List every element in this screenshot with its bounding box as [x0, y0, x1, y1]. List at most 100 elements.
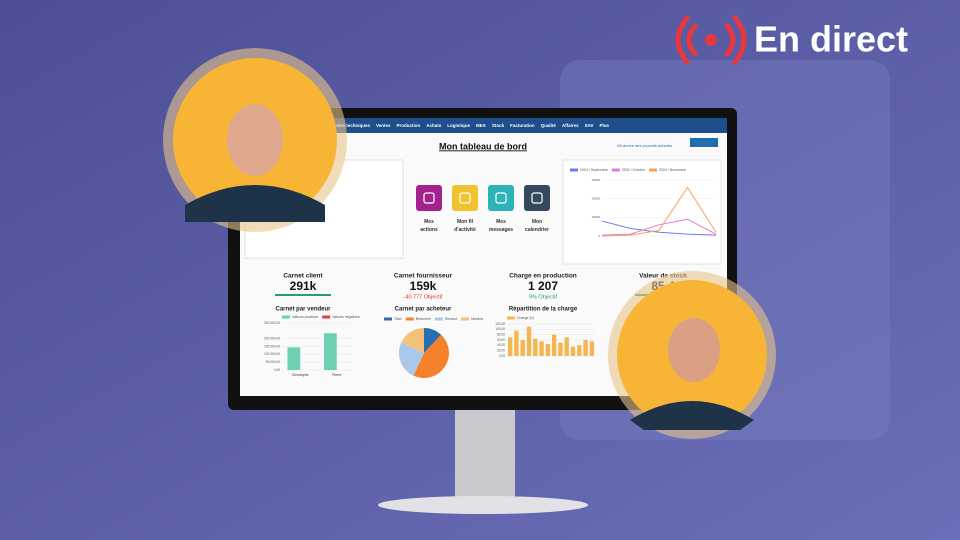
bar [583, 340, 588, 356]
shortcut-glyph [459, 192, 471, 204]
legend-swatch [570, 168, 578, 172]
line [601, 186, 717, 237]
legend-label: Maxime [471, 317, 483, 321]
pie-slice [413, 334, 449, 378]
x-tick-label: Christophe [292, 373, 309, 377]
bar [514, 330, 519, 356]
bar [564, 337, 569, 356]
bar [323, 333, 337, 370]
bar [570, 346, 576, 356]
legend-label: 2024 / Septembre [580, 168, 608, 172]
nav-item: Plus [600, 123, 610, 128]
legend-swatch [434, 317, 443, 321]
kpi-value: 1 207 [528, 279, 558, 293]
y-tick-label: 60,00 [497, 338, 505, 342]
bar [558, 342, 563, 356]
y-tick-label: 0,00 [274, 368, 280, 372]
kpi-label: Carnet fournisseur [394, 273, 453, 280]
bar [507, 337, 513, 356]
nav-item: Facturation [510, 123, 535, 128]
y-tick-label: 20,00 [497, 349, 505, 353]
kpi-label: Carnet client [283, 273, 323, 280]
bar [287, 347, 301, 370]
shortcut-tile [488, 185, 514, 211]
legend-swatch [405, 317, 414, 321]
stand-neck [455, 408, 515, 498]
panel-title: Répartition de la charge [509, 307, 578, 313]
y-tick-label: 0,00 [499, 354, 505, 358]
bar [533, 338, 538, 356]
avatar-body [630, 401, 754, 430]
shortcut-label: Mes messages [489, 219, 513, 233]
live-icon [675, 15, 747, 65]
panel-title: Carnet par vendeur [275, 307, 331, 313]
shortcut-tile [452, 185, 478, 211]
legend-swatch [322, 315, 331, 319]
nav-item: MES [476, 123, 486, 128]
y-tick-label: 10000 [592, 215, 601, 219]
panel-title: Carnet par acheteur [395, 307, 452, 313]
shortcut-tile [524, 185, 550, 211]
legend-label: Valeurs positives [292, 315, 318, 319]
y-tick-label: 50 000,00 [266, 360, 280, 364]
dashboard-title: Mon tableau de bord [439, 141, 527, 151]
bar [539, 341, 544, 356]
y-tick-label: 300 000,00 [264, 321, 280, 325]
pie-slice [401, 328, 424, 353]
legend-swatch [648, 168, 657, 172]
legend-label: Charge (h) [517, 316, 534, 320]
nav-item: Production [397, 123, 421, 128]
shortcut-glyph [495, 192, 507, 204]
legend-label: Bretonnel [416, 317, 431, 321]
legend-label: Tiber [394, 317, 403, 321]
kpi-label: Charge en production [509, 273, 577, 280]
link: Mi-année des produits achetés [617, 143, 672, 148]
avatar-head [227, 104, 283, 176]
nav-item: Achats [426, 123, 442, 128]
shortcut-label: Mon fil d'activité [454, 219, 476, 233]
shortcut-label: Mes actions [420, 219, 438, 233]
shortcut-glyph [531, 192, 543, 204]
nav-bar [240, 118, 727, 133]
y-tick-label: 40,00 [497, 343, 505, 347]
live-label: En direct [754, 19, 908, 60]
x-tick-label: Pierre [332, 373, 341, 377]
nav-item: SAV [585, 123, 594, 128]
nav-item: Données techniques [326, 123, 371, 128]
line [601, 220, 717, 236]
shortcut-glyph [423, 192, 435, 204]
legend-label: 2024 / Octobre [622, 168, 645, 172]
y-tick-label: 0 [598, 234, 600, 238]
y-tick-label: 20000 [592, 196, 601, 200]
shortcut-tile [416, 185, 442, 211]
y-tick-label: 30000 [592, 178, 601, 182]
legend-swatch [461, 317, 470, 321]
legend-swatch [611, 168, 620, 172]
kpi-bar [275, 294, 331, 296]
legend-swatch [507, 316, 515, 320]
nav-item: Stock [492, 123, 505, 128]
y-tick-label: 200 000,00 [264, 337, 280, 341]
y-tick-label: 80,00 [497, 333, 505, 337]
kpi-value: 159k [410, 279, 437, 293]
avatar-head [668, 318, 720, 382]
line [601, 218, 717, 236]
legend-label: Renaud [445, 317, 457, 321]
bar [577, 345, 582, 356]
bar [520, 340, 525, 356]
y-tick-label: 100 000,00 [264, 352, 280, 356]
kpi-note: 9% Objectif [529, 294, 558, 300]
legend-label: Valeurs négatives [332, 315, 360, 319]
nav-item: Logistique [447, 123, 470, 128]
nav-item: Ventes [376, 123, 391, 128]
pie-slice [424, 328, 442, 353]
y-tick-label: 120,00 [495, 322, 505, 326]
button [690, 138, 718, 147]
bar [545, 344, 551, 356]
kpi-value: 291k [290, 279, 317, 293]
y-tick-label: 100,00 [495, 327, 505, 331]
bar [551, 334, 557, 356]
bar [589, 341, 595, 356]
legend-swatch [384, 317, 392, 321]
